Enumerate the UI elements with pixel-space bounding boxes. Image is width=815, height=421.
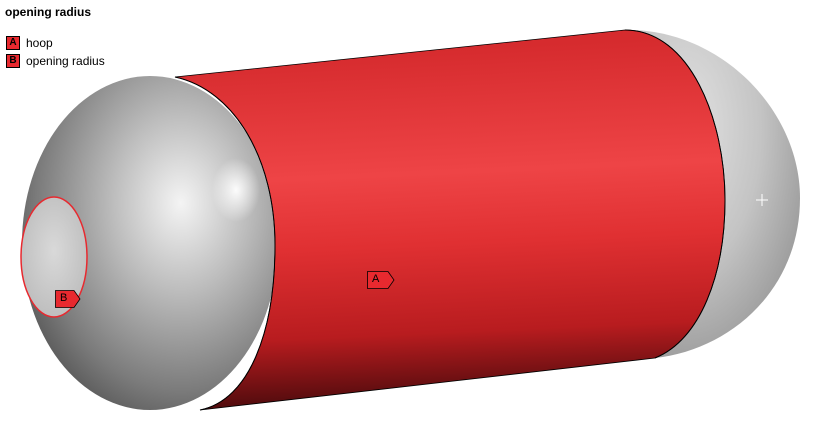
legend-label-a: hoop	[26, 36, 53, 50]
selection-legend: A hoop B opening radius	[6, 34, 105, 70]
left-seam	[174, 76, 276, 411]
legend-key-a: A	[6, 36, 20, 50]
rotation-center-icon	[756, 194, 768, 206]
face-tag-a[interactable]: A	[367, 271, 395, 289]
right-seam	[624, 29, 726, 359]
tag-flag-icon	[367, 271, 395, 289]
left-cap-highlight	[212, 158, 260, 222]
viewport-title: opening radius	[5, 5, 92, 19]
face-tag-b-label: B	[60, 292, 68, 304]
tag-flag-icon	[55, 290, 81, 308]
face-tag-a-label: A	[372, 273, 380, 285]
legend-item-a[interactable]: A hoop	[6, 34, 105, 52]
legend-label-b: opening radius	[26, 54, 105, 68]
left-end-cap[interactable]	[22, 76, 278, 410]
face-tag-b[interactable]: B	[55, 290, 81, 308]
legend-key-b: B	[6, 54, 20, 68]
legend-item-b[interactable]: B opening radius	[6, 52, 105, 70]
opening-face[interactable]	[20, 196, 88, 318]
